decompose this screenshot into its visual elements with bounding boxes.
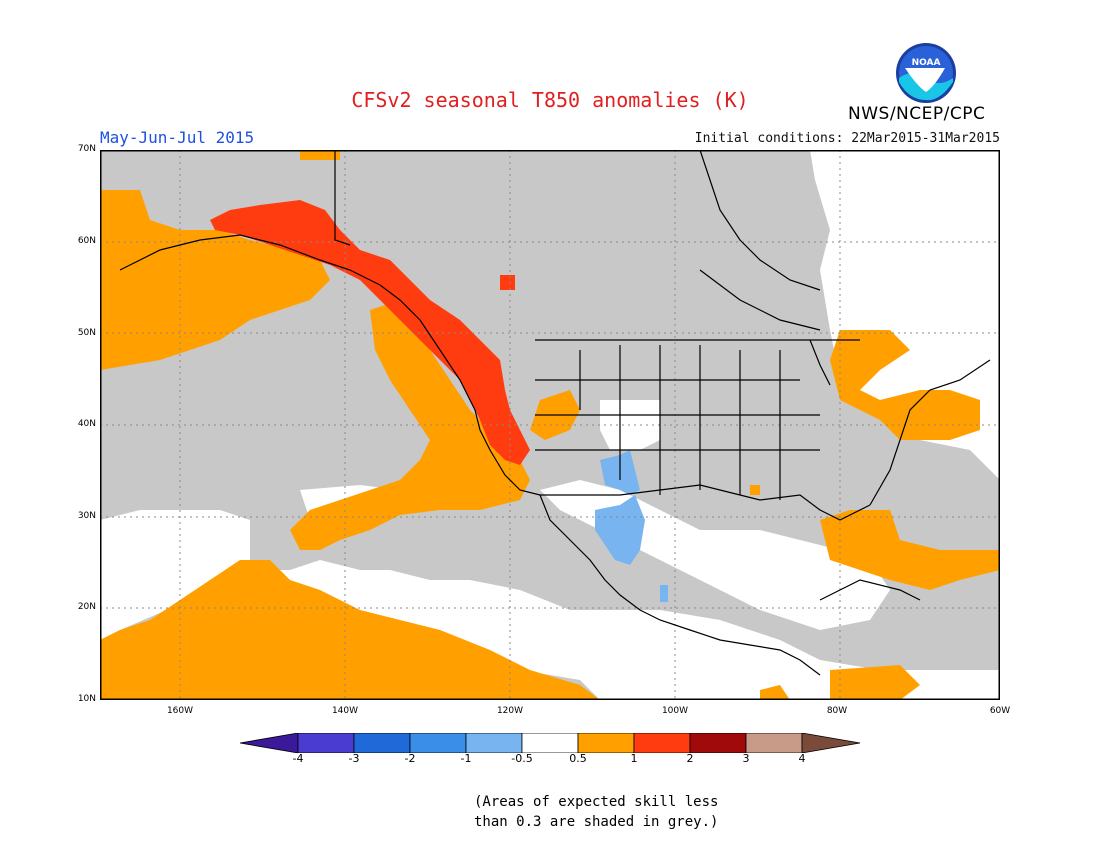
- colorbar-segment-7: [633, 733, 691, 753]
- map-gridlines: [100, 150, 1000, 700]
- lon-label-140w: 140W: [331, 706, 359, 716]
- colorbar-label-neg3: -3: [348, 752, 360, 765]
- lon-label-100w: 100W: [661, 706, 689, 716]
- noaa-logo-text: NOAA: [912, 58, 941, 68]
- noaa-logo: NOAA: [896, 43, 956, 103]
- footnote-line-2: than 0.3 are shaded in grey.): [474, 814, 719, 830]
- chart-title: CFSv2 seasonal T850 anomalies (K): [351, 88, 749, 112]
- map-frame-border: [100, 150, 1000, 700]
- colorbar-label-pos4: 4: [798, 752, 806, 765]
- lon-label-80w: 80W: [826, 706, 848, 716]
- blue-anomaly-regions: [595, 450, 668, 602]
- lat-label-10n: 10N: [77, 694, 96, 704]
- colorbar-label-neg2: -2: [404, 752, 416, 765]
- lat-label-40n: 40N: [77, 419, 96, 429]
- lon-label-160w: 160W: [166, 706, 194, 716]
- anomaly-map: [100, 150, 1000, 700]
- lat-label-70n: 70N: [77, 144, 96, 154]
- footnote-line-1: (Areas of expected skill less: [474, 794, 719, 810]
- colorbar-segment-4: [465, 733, 523, 753]
- colorbar-segment-6: [577, 733, 635, 753]
- colorbar-label-neg05: -0.5: [511, 752, 533, 765]
- colorbar-segment-5: [521, 733, 579, 753]
- lon-label-60w: 60W: [989, 706, 1011, 716]
- map-coastlines: [119, 150, 991, 676]
- colorbar-label-neg4: -4: [292, 752, 304, 765]
- colorbar-label-pos3: 3: [742, 752, 750, 765]
- colorbar-label-neg1: -1: [460, 752, 472, 765]
- colorbar-segment-max: [801, 733, 861, 753]
- orange-anomaly-regions: [100, 150, 1000, 700]
- colorbar-segment-min: [240, 733, 299, 753]
- colorbar-segment-9: [745, 733, 803, 753]
- lat-label-30n: 30N: [77, 511, 96, 521]
- colorbar-label-pos05: 0.5: [569, 752, 587, 765]
- colorbar: [240, 733, 861, 753]
- lat-label-60n: 60N: [77, 236, 96, 246]
- colorbar-segment-2: [353, 733, 411, 753]
- colorbar-segment-1: [297, 733, 355, 753]
- initial-conditions: Initial conditions: 22Mar2015-31Mar2015: [694, 131, 1000, 146]
- footnote: (Areas of expected skill less than 0.3 a…: [474, 792, 718, 832]
- colorbar-label-pos1: 1: [630, 752, 638, 765]
- colorbar-label-pos2: 2: [686, 752, 694, 765]
- agency-label: NWS/NCEP/CPC: [848, 104, 986, 124]
- colorbar-segment-8: [689, 733, 747, 753]
- lon-label-120w: 120W: [496, 706, 524, 716]
- lat-label-50n: 50N: [77, 328, 96, 338]
- colorbar-segment-3: [409, 733, 467, 753]
- lat-label-20n: 20N: [77, 602, 96, 612]
- forecast-period: May-Jun-Jul 2015: [100, 128, 255, 147]
